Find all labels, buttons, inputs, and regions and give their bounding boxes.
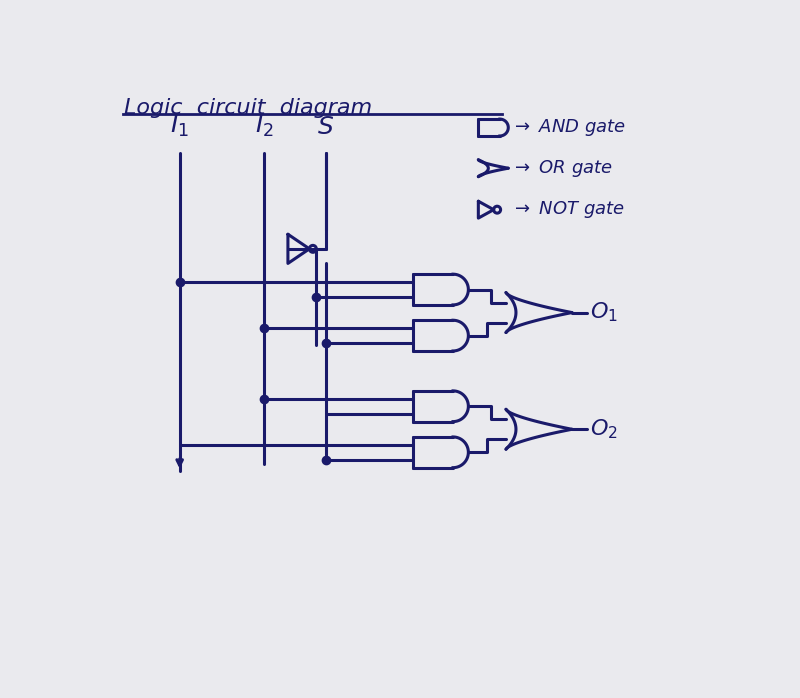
Text: $S$: $S$ (317, 115, 334, 139)
Text: $O_2$: $O_2$ (590, 417, 618, 441)
Text: $\rightarrow$ OR gate: $\rightarrow$ OR gate (510, 158, 613, 179)
Text: $O_1$: $O_1$ (590, 301, 618, 325)
Text: $I_1$: $I_1$ (170, 113, 189, 139)
Text: $I_2$: $I_2$ (254, 113, 274, 139)
Text: $\rightarrow$ AND gate: $\rightarrow$ AND gate (510, 117, 626, 138)
Text: Logic  circuit  diagram: Logic circuit diagram (124, 98, 373, 117)
Text: $\rightarrow$ NOT gate: $\rightarrow$ NOT gate (510, 199, 625, 220)
